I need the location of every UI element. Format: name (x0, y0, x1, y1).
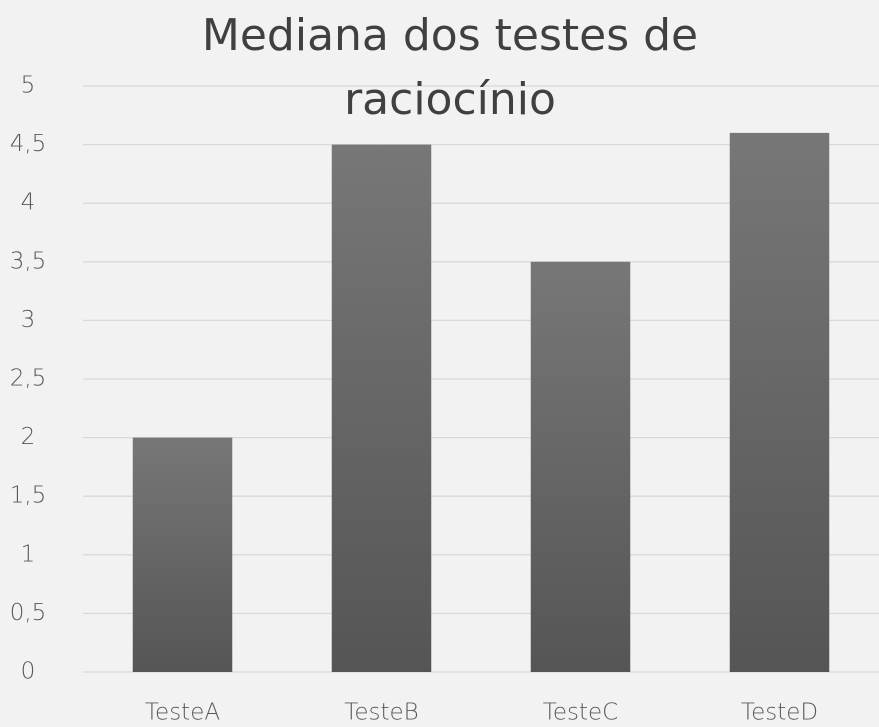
x-tick-label: TesteC (543, 700, 619, 726)
x-tick-label: TesteD (741, 700, 818, 726)
y-tick-label: 4,5 (10, 131, 47, 157)
y-tick-label: 2 (21, 424, 36, 450)
y-tick-label: 1,5 (10, 483, 47, 509)
bar (729, 132, 830, 672)
bar (331, 144, 432, 673)
y-tick-label: 1 (21, 541, 36, 567)
y-tick-label: 0,5 (10, 600, 47, 626)
x-tick-label: TesteA (145, 700, 220, 726)
bar (530, 261, 631, 672)
y-tick-label: 3 (21, 307, 36, 333)
y-tick-label: 4 (21, 190, 36, 216)
x-tick-label: TesteB (344, 700, 419, 726)
bar (132, 437, 233, 672)
y-tick-label: 0 (21, 659, 36, 685)
y-tick-label: 2,5 (10, 366, 47, 392)
y-tick-label: 3,5 (10, 248, 47, 274)
chart-title: Mediana dos testes de raciocínio (201, 10, 699, 125)
y-tick-label: 5 (21, 73, 36, 99)
